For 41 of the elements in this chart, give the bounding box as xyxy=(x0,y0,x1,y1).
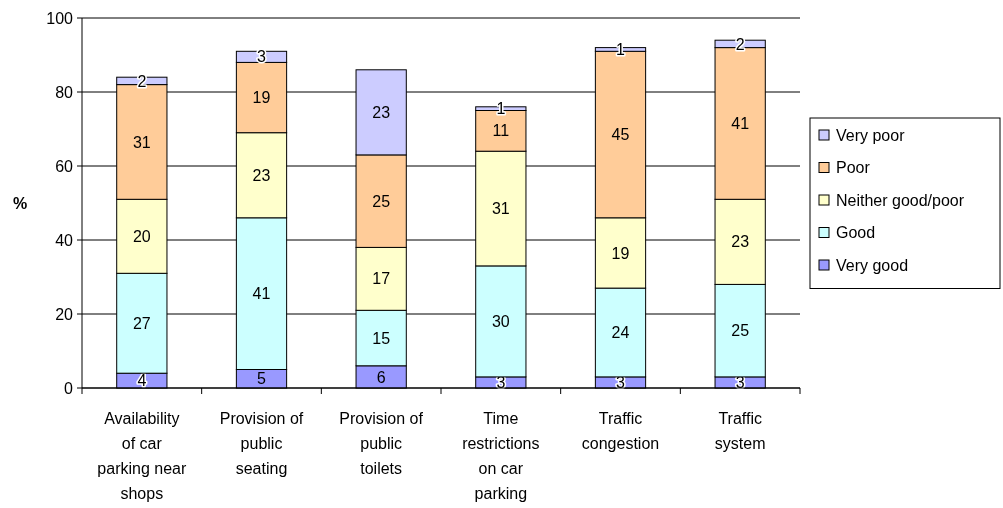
y-tick-label: 60 xyxy=(55,157,74,175)
data-label: 23 xyxy=(372,103,391,121)
legend-label: Very poor xyxy=(836,126,906,144)
data-label: 23 xyxy=(731,233,750,251)
data-label: 41 xyxy=(252,285,271,303)
data-label: 11 xyxy=(492,122,510,140)
x-tick-label: Provision of public seating xyxy=(219,410,304,477)
data-label: 31 xyxy=(491,200,510,218)
data-label: 4 xyxy=(137,372,147,390)
data-label: 27 xyxy=(132,314,151,332)
legend-label: Poor xyxy=(836,159,871,177)
x-tick-label: Traffic system xyxy=(714,410,766,452)
data-label: 30 xyxy=(491,313,510,330)
data-label: 3 xyxy=(257,48,267,66)
y-tick-label: 40 xyxy=(55,231,74,249)
y-axis-title: % xyxy=(12,194,28,212)
data-label: 25 xyxy=(372,192,391,210)
data-label: 15 xyxy=(372,329,391,347)
legend-label: Good xyxy=(836,224,876,242)
legend-label: Very good xyxy=(836,256,909,274)
data-label: 5 xyxy=(257,370,267,388)
data-label: 20 xyxy=(132,227,151,245)
x-tick-label: Time restrictions on car parking xyxy=(462,410,540,502)
x-tick-label: Availability of car parking near shops xyxy=(97,410,187,502)
data-label: 6 xyxy=(376,368,386,386)
y-tick-label: 100 xyxy=(46,9,74,27)
x-tick-label: Traffic congestion xyxy=(581,410,660,452)
x-tick-label: Provision of public toilets xyxy=(339,410,424,477)
data-label: 19 xyxy=(611,244,630,262)
data-label: 25 xyxy=(731,322,750,340)
y-tick-label: 80 xyxy=(55,83,74,101)
data-label: 31 xyxy=(132,133,151,151)
data-label: 23 xyxy=(252,166,271,184)
data-label: 17 xyxy=(372,270,391,288)
data-label: 41 xyxy=(731,115,750,133)
y-tick-label: 0 xyxy=(64,379,74,397)
data-label: 45 xyxy=(611,126,630,144)
data-label: 24 xyxy=(611,324,630,342)
data-label: 19 xyxy=(252,89,271,107)
legend-label: Neither good/poor xyxy=(836,191,965,209)
y-tick-label: 20 xyxy=(55,305,74,323)
